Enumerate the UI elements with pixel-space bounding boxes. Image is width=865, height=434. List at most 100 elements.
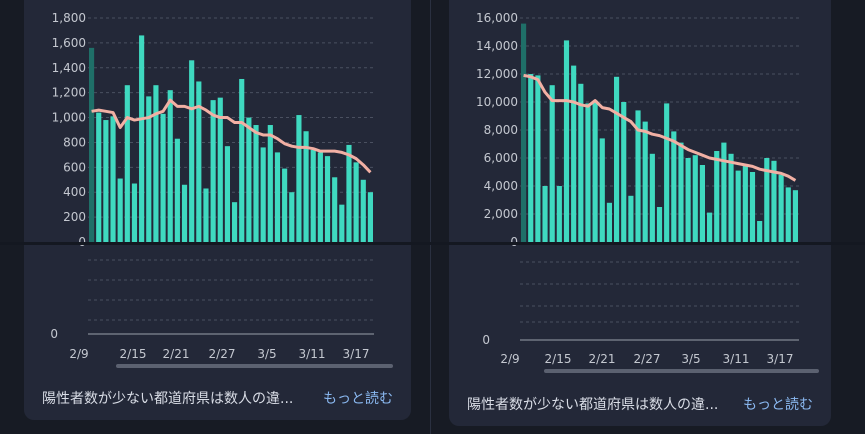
y-tick-label: 400 bbox=[63, 185, 86, 199]
bar bbox=[571, 65, 577, 242]
bar bbox=[153, 85, 159, 242]
bar bbox=[239, 78, 245, 242]
x-tick-label: 2/15 bbox=[545, 352, 572, 366]
y-tick-label: 16,000 bbox=[476, 11, 518, 25]
bar bbox=[707, 212, 713, 242]
y-tick-label: 6,000 bbox=[484, 151, 518, 165]
chart-scrollbar-left[interactable] bbox=[116, 364, 393, 368]
bar bbox=[346, 144, 352, 242]
bar bbox=[521, 23, 527, 242]
y-tick-label: 200 bbox=[63, 210, 86, 224]
x-tick-label: 2/21 bbox=[589, 352, 616, 366]
bar bbox=[749, 172, 756, 242]
bar bbox=[332, 177, 338, 242]
bar bbox=[117, 178, 123, 242]
x-tick-label: 2/9 bbox=[69, 347, 88, 361]
average-line bbox=[523, 73, 797, 182]
bar bbox=[528, 74, 534, 242]
post-card-left[interactable]: 1,8001,6001,4001,2001,000800600400200002… bbox=[24, 0, 411, 420]
bar bbox=[542, 186, 548, 242]
bar bbox=[267, 125, 273, 242]
horizontal-divider bbox=[0, 242, 865, 245]
bar bbox=[89, 47, 95, 242]
bar bbox=[685, 158, 691, 242]
x-tick-label: 3/11 bbox=[723, 352, 750, 366]
bar bbox=[642, 121, 648, 242]
x-tick-label: 3/17 bbox=[343, 347, 370, 361]
bar bbox=[757, 221, 763, 242]
chart-scrollbar-right[interactable] bbox=[544, 369, 819, 373]
bar bbox=[771, 160, 777, 242]
bar bbox=[217, 97, 223, 243]
bar bbox=[649, 153, 655, 242]
bar bbox=[203, 188, 209, 242]
bar bbox=[735, 170, 741, 242]
y-tick-label: 1,200 bbox=[52, 86, 86, 100]
y-tick-label: 10,000 bbox=[476, 95, 518, 109]
bar bbox=[174, 138, 180, 242]
bar bbox=[728, 153, 734, 242]
bar bbox=[563, 40, 570, 243]
bar bbox=[110, 116, 116, 242]
bar bbox=[721, 142, 727, 242]
bar bbox=[181, 184, 188, 242]
bar bbox=[339, 204, 345, 242]
average-line bbox=[91, 98, 372, 174]
x-tick-label: 2/27 bbox=[634, 352, 661, 366]
bar bbox=[224, 146, 230, 242]
bar bbox=[253, 125, 259, 242]
y-tick-label: 1,400 bbox=[52, 61, 86, 75]
bar bbox=[792, 190, 798, 242]
read-more-link-right[interactable]: もっと読む bbox=[743, 397, 813, 413]
x-tick-label: 2/15 bbox=[120, 347, 147, 361]
bar bbox=[606, 202, 612, 242]
x-tick-label: 2/27 bbox=[209, 347, 236, 361]
bar bbox=[671, 131, 677, 242]
bar bbox=[103, 120, 109, 242]
bar bbox=[210, 100, 216, 242]
chart-left: 1,8001,6001,4001,2001,000800600400200002… bbox=[50, 11, 374, 361]
bar bbox=[635, 110, 641, 243]
post-text-left: 陽性者数が少ない都道府県は数人の違... bbox=[42, 391, 294, 407]
bar bbox=[310, 149, 316, 242]
post-footer-right: 陽性者数が少ない都道府県は数人の違... もっと読む bbox=[449, 382, 831, 426]
y-tick-label: 14,000 bbox=[476, 39, 518, 53]
bar bbox=[317, 152, 323, 242]
bar bbox=[664, 103, 670, 243]
bar bbox=[189, 60, 195, 242]
bar bbox=[289, 192, 295, 242]
y-tick-label: 600 bbox=[63, 160, 86, 174]
x-tick-label: 3/11 bbox=[299, 347, 326, 361]
bar bbox=[139, 35, 145, 242]
bar bbox=[167, 90, 173, 242]
x-tick-label: 2/21 bbox=[163, 347, 190, 361]
bar bbox=[578, 83, 584, 242]
bar bbox=[549, 85, 555, 242]
bar bbox=[131, 183, 138, 242]
bar bbox=[353, 162, 359, 242]
bar bbox=[585, 103, 591, 243]
post-footer-left: 陽性者数が少ない都道府県は数人の違... もっと読む bbox=[24, 376, 411, 420]
bar bbox=[628, 195, 634, 242]
bar bbox=[714, 151, 720, 242]
bar bbox=[556, 186, 562, 242]
bar bbox=[96, 112, 102, 242]
y-tick-label: 8,000 bbox=[484, 123, 518, 137]
bar bbox=[274, 152, 281, 242]
x-tick-label: 2/9 bbox=[500, 352, 519, 366]
post-text-right: 陽性者数が少ない都道府県は数人の違... bbox=[467, 397, 719, 413]
bar bbox=[303, 131, 309, 242]
lower-y-tick-label: 0 bbox=[50, 327, 58, 341]
bar bbox=[699, 165, 705, 242]
bar bbox=[742, 165, 748, 242]
post-card-right[interactable]: 16,000 14,000 12,000 10,000 8,000 6,000 4,000 2… bbox=[449, 0, 831, 426]
bar bbox=[656, 207, 663, 242]
chart-right: 16,000 14,000 12,000 10,000 8,000 6,000 4,000 2… bbox=[476, 11, 799, 366]
read-more-link-left[interactable]: もっと読む bbox=[323, 391, 393, 407]
bar bbox=[599, 138, 605, 242]
lower-y-tick-label: 0 bbox=[482, 333, 490, 347]
bar bbox=[146, 96, 152, 243]
bar bbox=[621, 102, 627, 242]
y-tick-label: 1,800 bbox=[52, 11, 86, 25]
bar bbox=[196, 81, 202, 242]
